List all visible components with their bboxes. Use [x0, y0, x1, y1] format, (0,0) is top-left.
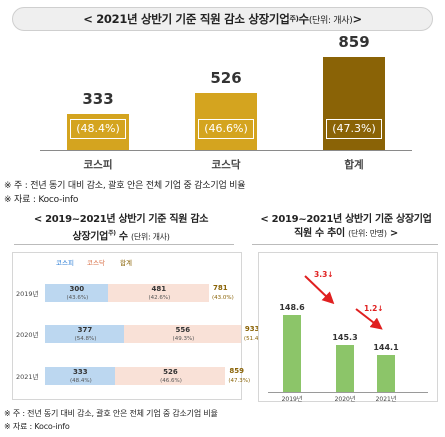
right-panel-title: < 2019~2021년 상반기 기준 상장기업 직원 수 추이 (단위: 만명…	[251, 213, 441, 241]
bottom-source: ※ 자료 : Koco-info	[4, 422, 70, 431]
kospi-value-2: 333	[72, 368, 88, 376]
right-title-line1: < 2019~2021년 상반기 기준 상장기업	[260, 214, 432, 225]
kosdaq-percent-2: (46.6%)	[160, 378, 182, 384]
kosdaq-percent-0: (42.6%)	[148, 295, 171, 301]
kosdaq-value-1: 556	[175, 326, 191, 334]
top-title-close: >	[352, 12, 362, 26]
employee-value-0: 148.6	[279, 303, 305, 312]
kosdaq-segment-2	[114, 367, 226, 385]
decrease-label-0: 3.3↓	[314, 270, 334, 279]
right-title-close: >	[386, 228, 398, 239]
top-title-footnote-mark: 주)	[289, 15, 299, 23]
employee-year-0: 2019년	[281, 396, 303, 403]
total-value-0: 781	[213, 284, 228, 292]
legend-kosdaq: 코스닥	[87, 259, 105, 267]
left-panel-title: < 2019~2021년 상반기 기준 직원 감소 상장기업주) 수 (단위: …	[14, 213, 228, 244]
kospi-value-0: 300	[69, 285, 85, 293]
top-footnote: ※ 주 : 전년 동기 대비 감소, 괄호 안은 전체 기업 중 감소기업 비율	[4, 181, 246, 191]
kosdaq-percent-1: (49.3%)	[172, 336, 195, 342]
total-percent-2: (47.3%)	[228, 378, 251, 384]
bottom-footnote: ※ 주 : 전년 동기 대비 감소, 괄호 안은 전체 기업 중 감소기업 비율	[4, 409, 218, 418]
kospi-segment-0	[45, 284, 108, 302]
total-percent-0: (43.0%)	[212, 295, 234, 301]
top-bar-kosdaq	[195, 93, 257, 150]
kospi-percent-0: (43.6%)	[66, 295, 89, 301]
top-bar-value-total: 859	[338, 33, 370, 51]
left-year-label-1: 2020년	[16, 331, 39, 339]
total-value-1: 933	[244, 325, 260, 333]
top-category-kospi: 코스피	[83, 159, 113, 171]
top-category-kosdaq: 코스닥	[211, 159, 241, 171]
left-title-line1: < 2019~2021년 상반기 기준 직원 감소	[33, 214, 209, 225]
left-title-rest: 수	[115, 231, 131, 243]
top-category-total: 합계	[344, 159, 364, 171]
left-title-line2: 상장기업	[72, 231, 109, 243]
top-title-main: < 2021년 상반기 기준 직원 감소 상장기업	[83, 12, 290, 26]
employee-value-1: 145.3	[332, 332, 358, 342]
top-source: ※ 자료 : Koco-info	[4, 195, 79, 205]
top-bar-percent-kospi: (48.4%)	[70, 119, 126, 139]
left-title-unit: (단위: 개사)	[131, 232, 170, 242]
top-title-unit: (단위: 개사)	[308, 15, 353, 26]
employee-bar-0	[283, 315, 301, 392]
kosdaq-value-2: 526	[163, 368, 178, 376]
kospi-percent-2: (48.4%)	[69, 378, 92, 384]
legend-total: 합계	[120, 259, 132, 267]
top-title-rest: 수	[298, 12, 310, 26]
kosdaq-segment-0	[108, 284, 209, 302]
top-bar-total	[323, 57, 385, 150]
legend-kospi: 코스피	[56, 259, 74, 267]
employee-value-2: 144.1	[373, 343, 399, 353]
top-bar-percent-total: (47.3%)	[326, 119, 382, 139]
total-percent-1: (51.4%)	[243, 336, 266, 342]
right-axis-line	[268, 392, 428, 393]
left-year-label-0: 2019년	[16, 290, 39, 298]
employee-year-1: 2020년	[334, 396, 356, 403]
employee-bar-1	[336, 344, 354, 392]
left-title-footnote-mark: 주)	[108, 230, 116, 237]
top-bar-value-kospi: 333	[82, 89, 114, 108]
top-chart-title: < 2021년 상반기 기준 직원 감소 상장기업 주) 수 (단위: 개사) >	[12, 7, 433, 31]
kospi-segment-1	[45, 325, 125, 343]
total-value-2: 859	[229, 367, 244, 375]
left-title-rule	[14, 244, 234, 245]
kospi-segment-2	[45, 367, 115, 385]
employee-year-2: 2021년	[375, 396, 397, 403]
kosdaq-segment-1	[124, 325, 241, 343]
kosdaq-value-0: 481	[151, 285, 167, 293]
right-title-unit: (단위: 만명)	[348, 229, 387, 238]
top-bar-value-kosdaq: 526	[210, 69, 242, 88]
decrease-label-1: 1.2↓	[364, 304, 384, 313]
right-title-rule	[252, 244, 438, 245]
kospi-value-1: 377	[77, 326, 93, 334]
kospi-percent-1: (54.8%)	[74, 336, 97, 342]
top-axis-line	[40, 150, 412, 151]
right-title-line2: 직원 수 추이	[294, 228, 349, 239]
top-bar-percent-kosdaq: (46.6%)	[198, 119, 254, 139]
employee-bar-2	[377, 355, 395, 392]
left-year-label-2: 2021년	[16, 373, 39, 381]
